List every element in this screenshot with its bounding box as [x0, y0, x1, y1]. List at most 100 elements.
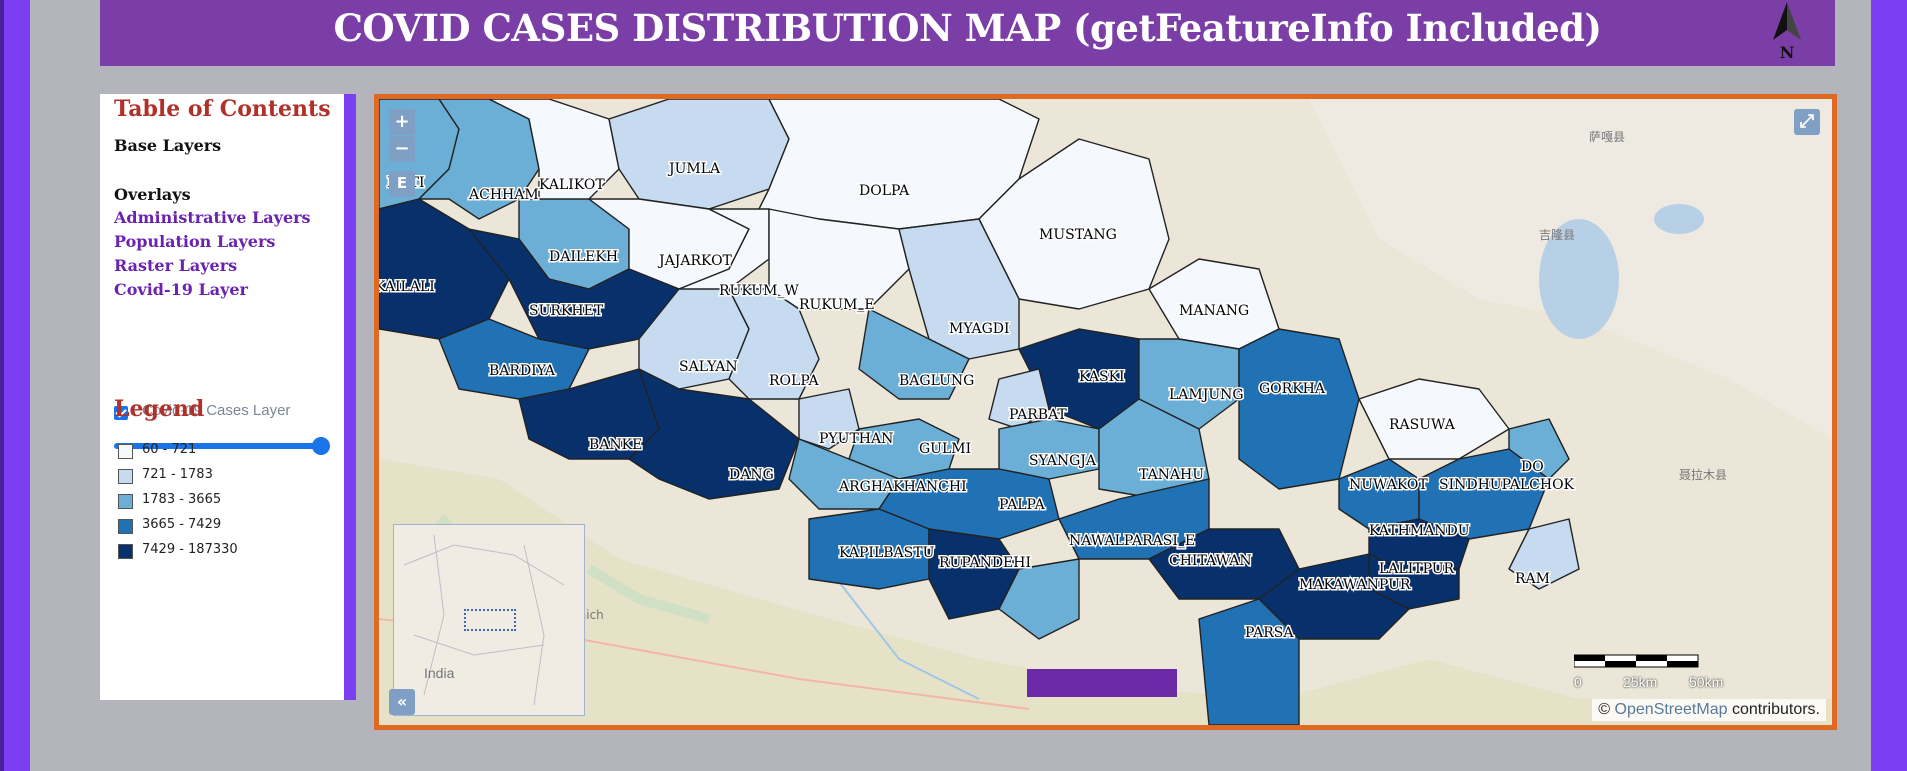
district-label: BARDIYA: [489, 363, 556, 379]
overview-collapse-button[interactable]: «: [389, 689, 415, 715]
district-label: KATHMANDU: [1369, 523, 1470, 539]
district-myagdi[interactable]: [898, 218, 1020, 360]
district-baglung[interactable]: [858, 308, 970, 400]
district-layer[interactable]: [379, 99, 1580, 725]
district-label: LALITPUR: [1379, 561, 1455, 577]
district-label: RUKUM_E: [799, 297, 875, 313]
district-label: KAILALI: [379, 279, 435, 295]
overview-label: India: [424, 665, 455, 681]
opacity-slider-thumb[interactable]: [312, 437, 330, 455]
raster-layers-link[interactable]: Raster Layers: [114, 256, 238, 275]
district-label: GORKHA: [1259, 381, 1326, 397]
district-nawalparasi-w[interactable]: [998, 558, 1080, 640]
district-label: NUWAKOT: [1349, 477, 1428, 493]
covid-layer-checkbox[interactable]: [114, 406, 128, 420]
district-label: ARGHAKHANCHI: [838, 479, 967, 495]
legend-swatch: [118, 444, 133, 459]
district-parsa[interactable]: [1198, 598, 1300, 725]
legend-title: Legend: [114, 396, 205, 422]
zoom-extent-button[interactable]: E: [389, 171, 415, 197]
district-dolakha[interactable]: [1508, 418, 1570, 480]
district-label: PARSA: [1245, 625, 1294, 641]
district-label: KAPILBASTU: [839, 545, 935, 561]
population-layers-link[interactable]: Population Layers: [114, 232, 276, 251]
overlays-label: Overlays: [114, 185, 191, 204]
district-syangja[interactable]: [998, 418, 1100, 480]
district-label: KALIKOT: [539, 177, 605, 193]
opacity-slider-track[interactable]: [114, 443, 328, 449]
page-header: COVID CASES DISTRIBUTION MAP (getFeature…: [100, 0, 1835, 66]
legend-label: 721 - 1783: [142, 467, 213, 482]
district-label: LAMJUNG: [1169, 387, 1244, 403]
administrative-layers-link[interactable]: Administrative Layers: [114, 208, 311, 227]
district-ramechhap[interactable]: [1508, 518, 1580, 590]
district-bardiya[interactable]: [438, 318, 590, 400]
district-label: ROLPA: [769, 373, 819, 389]
map-viewport[interactable]: 萨嘎县吉隆县聂拉木县ahraich DOTIACHHAMKALIKOTJUMLA…: [374, 94, 1837, 730]
toc-scrollbar[interactable]: [344, 94, 356, 700]
zoom-out-button[interactable]: −: [389, 136, 415, 162]
covid19-layer-link[interactable]: Covid-19 Layer: [114, 280, 248, 299]
legend-swatch: [118, 469, 133, 484]
basemap-place-label: 萨嘎县: [1589, 130, 1625, 144]
map-attribution: © OpenStreetMap contributors.: [1592, 699, 1826, 721]
district-label: DOLPA: [859, 183, 910, 199]
north-arrow-icon: N: [1773, 2, 1801, 62]
overview-extent-box[interactable]: [464, 609, 516, 631]
legend-swatch: [118, 544, 133, 559]
district-makawanpur[interactable]: [1258, 553, 1410, 640]
legend-label: 7429 - 187330: [142, 542, 238, 557]
basemap-forest-strip-2: [586, 564, 711, 624]
district-label: BAGLUNG: [899, 373, 974, 389]
north-label: N: [1780, 43, 1795, 62]
left-edge: [0, 0, 4, 771]
district-label: SINDHUPALCHOK: [1439, 477, 1575, 493]
district-gorkha[interactable]: [1238, 328, 1360, 490]
attribution-prefix: ©: [1598, 701, 1611, 718]
district-label: SYANGJA: [1029, 453, 1097, 469]
district-edge-label: DO: [1521, 459, 1544, 475]
district-label: JUMLA: [667, 161, 721, 177]
district-label: BANKE: [589, 437, 642, 453]
district-pyuthan[interactable]: [798, 388, 860, 450]
district-label: SALYAN: [679, 359, 738, 375]
right-side-strip: [1871, 0, 1907, 771]
scale-label-zero: 0: [1574, 674, 1582, 690]
district-label: CHITAWAN: [1169, 553, 1252, 569]
district-label: ACHHAM: [468, 187, 539, 203]
district-label: SURKHET: [529, 303, 604, 319]
district-label: MYAGDI: [949, 321, 1010, 337]
district-edge-label: RAM: [1515, 571, 1550, 587]
district-label: PALPA: [999, 497, 1046, 513]
overview-map[interactable]: India: [393, 524, 585, 716]
openstreetmap-link[interactable]: OpenStreetMap: [1614, 701, 1728, 718]
district-label: KASKI: [1079, 369, 1125, 385]
legend-swatch: [118, 519, 133, 534]
district-parbat[interactable]: [988, 368, 1050, 430]
district-labels: DOTIACHHAMKALIKOTJUMLADOLPAMUSTANGDAILEK…: [379, 160, 1576, 643]
district-label: DAILEKH: [549, 249, 618, 265]
district-label: MANANG: [1179, 303, 1249, 319]
basemap-plains: [379, 459, 1832, 725]
district-label: DANG: [729, 467, 774, 483]
zoom-in-button[interactable]: +: [389, 109, 415, 135]
district-label: PYUTHAN: [819, 431, 893, 447]
overview-borders: [403, 534, 565, 706]
district-label: NAWALPARASI_E: [1069, 533, 1195, 549]
map-canvas[interactable]: 萨嘎县吉隆县聂拉木县ahraich DOTIACHHAMKALIKOTJUMLA…: [379, 99, 1832, 725]
fullscreen-button[interactable]: ⤢: [1794, 109, 1820, 135]
basemap-lake-small: [1654, 204, 1704, 234]
district-dang[interactable]: [628, 368, 800, 500]
district-label: JAJARKOT: [657, 253, 733, 269]
district-label: RUKUM_W: [719, 283, 799, 299]
legend-label: 3665 - 7429: [142, 517, 222, 532]
district-label: GULMI: [919, 441, 971, 457]
district-kailali[interactable]: [379, 198, 510, 340]
scale-label-end: 50km: [1689, 674, 1724, 690]
page-title: COVID CASES DISTRIBUTION MAP (getFeature…: [333, 6, 1602, 50]
basemap-river: [828, 568, 980, 700]
attribution-suffix: contributors.: [1731, 701, 1820, 718]
base-layers-label[interactable]: Base Layers: [114, 136, 222, 155]
basemap-place-label: 吉隆县: [1539, 227, 1575, 242]
legend-swatch: [118, 494, 133, 509]
